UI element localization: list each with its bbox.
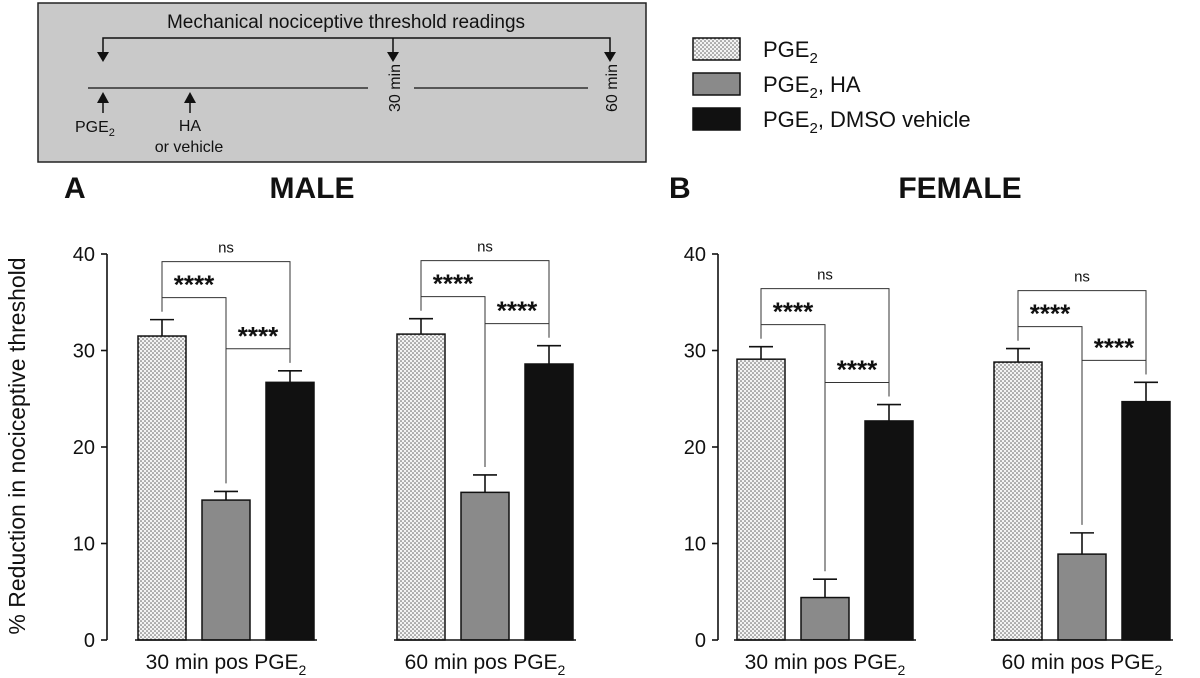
significance-label: **** (1094, 332, 1135, 362)
legend-label-sub-2: 2 (809, 120, 817, 137)
bar (396, 333, 446, 641)
reading-arrow-0 (97, 52, 109, 62)
legend-label-sub-1: 2 (809, 85, 817, 102)
y-tick-label: 0 (84, 630, 95, 652)
injection-vehicle-label: or vehicle (155, 139, 224, 156)
group-label: 30 min pos PGE2 (745, 651, 906, 678)
group-label: 60 min pos PGE2 (1002, 651, 1163, 678)
legend-label-sub-0: 2 (809, 50, 817, 67)
significance-label: ns (218, 240, 234, 257)
legend-label-main-1: PGE (763, 72, 809, 97)
reading-arrow-30 (387, 52, 399, 62)
bar-group-0: 30 min pos PGE2********ns (734, 267, 916, 678)
significance-bracket (1017, 290, 1147, 375)
timepoint-60-label: 60 min (604, 64, 621, 112)
legend-label-rest-2: , DMSO vehicle (818, 107, 971, 132)
significance-label: **** (837, 355, 878, 385)
y-tick-label: 30 (73, 341, 95, 363)
group-label-main: 30 min pos PGE (146, 651, 299, 674)
reading-arrow-60 (604, 52, 616, 62)
injection-ha-label: HA (179, 118, 202, 135)
group-label-sub: 2 (558, 662, 566, 678)
group-label-main: 60 min pos PGE (405, 651, 558, 674)
bar (1121, 400, 1171, 641)
significance-label: **** (1030, 299, 1071, 329)
significance-label: **** (773, 297, 814, 327)
legend-swatch-0 (692, 37, 741, 61)
y-tick-label: 10 (684, 534, 706, 556)
timepoint-30-label: 30 min (387, 64, 404, 112)
group-label-main: 60 min pos PGE (1002, 651, 1155, 674)
legend-label-0: PGE2 (763, 37, 818, 67)
legend-label-main-0: PGE (763, 37, 809, 62)
bar (265, 381, 315, 641)
y-tick-label: 20 (684, 437, 706, 459)
legend-label-main-2: PGE (763, 107, 809, 132)
legend-label-rest-1: , HA (818, 72, 861, 97)
panel-letter: A (64, 172, 86, 205)
group-label-sub: 2 (299, 662, 307, 678)
significance-label: ns (817, 267, 833, 284)
bar (864, 420, 914, 641)
group-label-sub: 2 (898, 662, 906, 678)
bar (201, 499, 251, 641)
significance-label: ns (477, 239, 493, 256)
timeline-title: Mechanical nociceptive threshold reading… (167, 12, 525, 33)
legend-swatch-1 (692, 72, 741, 96)
bar (524, 363, 574, 641)
timeline-box (37, 2, 647, 163)
bar-group-0: 30 min pos PGE2********ns (135, 240, 317, 678)
bar (1057, 553, 1107, 641)
legend-swatch-2 (692, 107, 741, 131)
y-tick-label: 10 (73, 534, 95, 556)
bar (460, 491, 510, 641)
injection-arrow-ha (184, 92, 196, 103)
significance-bracket (760, 288, 890, 397)
significance-label: ns (1074, 269, 1090, 286)
panel-title: MALE (270, 172, 355, 205)
significance-label: **** (238, 321, 279, 351)
bar (993, 361, 1043, 641)
significance-bracket (161, 261, 291, 363)
bar-group-1: 60 min pos PGE2********ns (394, 239, 576, 678)
y-axis-label: % Reduction in nociceptive threshold (4, 257, 30, 634)
bar (736, 358, 786, 641)
group-label-sub: 2 (1155, 662, 1163, 678)
significance-label: **** (174, 270, 215, 300)
panel-title: FEMALE (898, 172, 1021, 205)
y-tick-label: 30 (684, 341, 706, 363)
panel-letter: B (669, 172, 691, 205)
bar (137, 335, 187, 641)
group-label-main: 30 min pos PGE (745, 651, 898, 674)
group-label: 30 min pos PGE2 (146, 651, 307, 678)
y-tick-label: 0 (695, 630, 706, 652)
y-tick-label: 20 (73, 437, 95, 459)
significance-label: **** (497, 296, 538, 326)
bar-group-1: 60 min pos PGE2********ns (991, 269, 1173, 678)
legend-label-2: PGE2, DMSO vehicle (763, 107, 971, 137)
injection-arrow-pge2 (97, 92, 109, 103)
group-label: 60 min pos PGE2 (405, 651, 566, 678)
injection-pge2-label: PGE2 (75, 119, 115, 139)
y-tick-label: 40 (684, 244, 706, 266)
significance-bracket (420, 260, 550, 338)
timeline-schematic: Mechanical nociceptive threshold reading… (37, 2, 647, 163)
significance-label: **** (433, 269, 474, 299)
legend-label-1: PGE2, HA (763, 72, 861, 102)
y-tick-label: 40 (73, 244, 95, 266)
bar (800, 596, 850, 641)
